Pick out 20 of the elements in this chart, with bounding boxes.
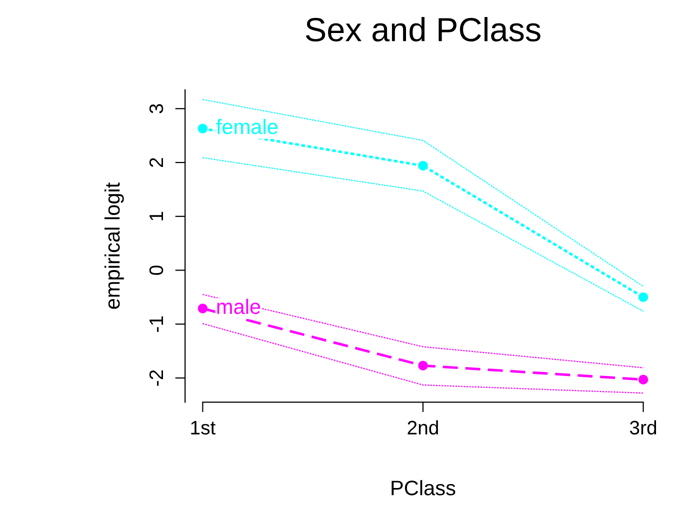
series-label: male: [217, 298, 260, 314]
y-tick-label: 3: [149, 104, 164, 114]
point: [638, 292, 648, 302]
x-axis-title: PClass: [392, 480, 456, 496]
y-tick-label: -1: [150, 316, 163, 332]
point: [198, 304, 208, 314]
x-tick-label: 1st: [191, 420, 216, 435]
y-tick-label: 2: [149, 158, 163, 167]
point: [198, 124, 208, 134]
point: [418, 160, 428, 171]
x-tick-label: 2nd: [408, 420, 438, 435]
y-tick-label: 0: [149, 266, 164, 275]
x-tick-label: 3rd: [630, 420, 656, 435]
y-tick-label: -2: [149, 370, 163, 386]
y-axis-title: empirical logit: [104, 182, 124, 309]
point: [418, 360, 428, 370]
series-label: female: [216, 118, 278, 134]
y-tick-label: 1: [150, 212, 163, 220]
chart-title: Sex and PClass: [306, 17, 540, 42]
point: [638, 374, 648, 384]
